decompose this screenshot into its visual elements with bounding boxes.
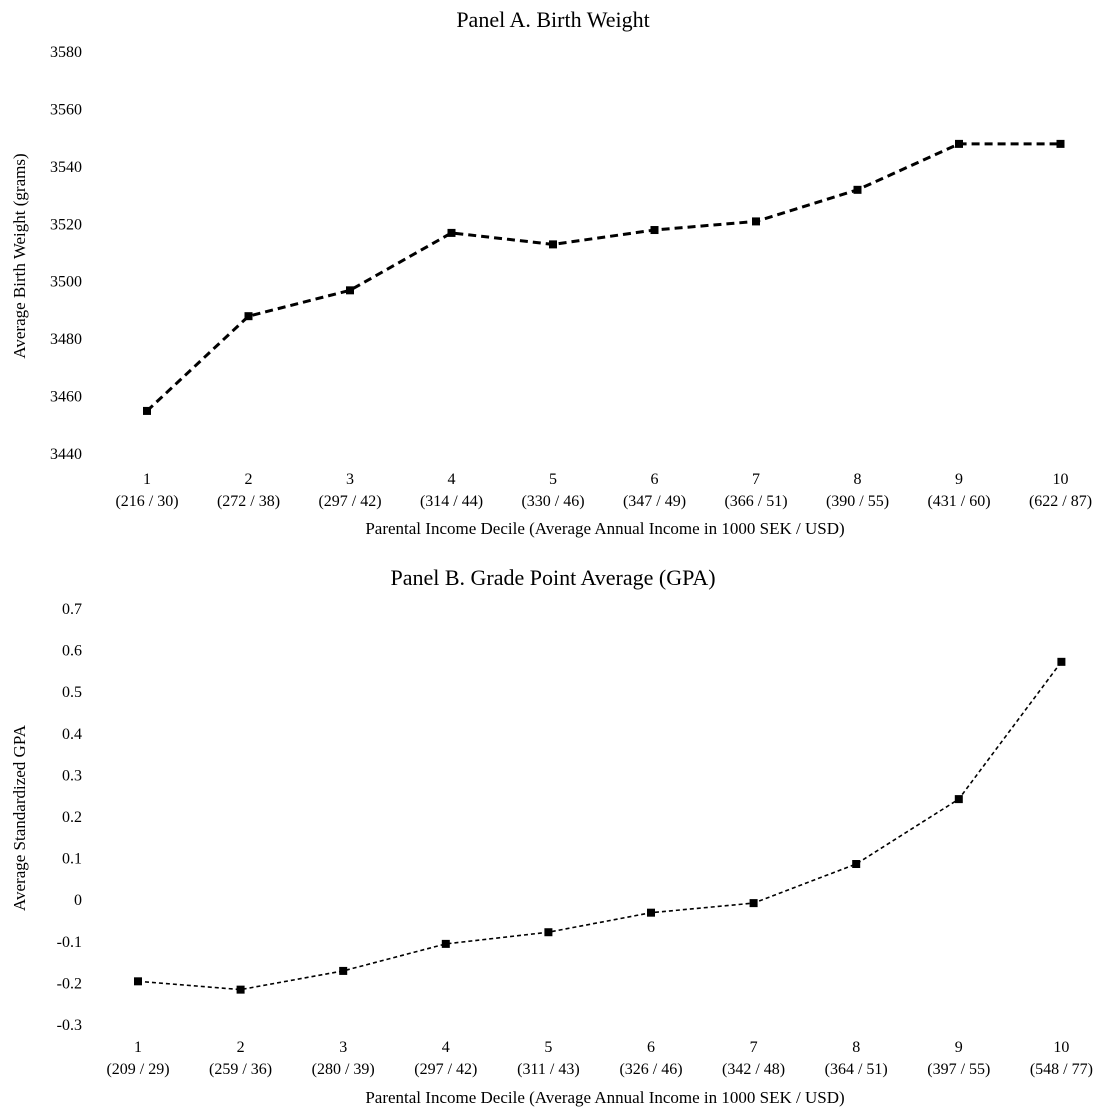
panel-a-series-line: [145, 142, 1061, 412]
panel-a-y-axis-label: Average Birth Weight (grams): [10, 153, 29, 358]
panel-a-data-point: [1056, 139, 1065, 148]
panel-a-x-tick-label: 10: [1053, 471, 1069, 488]
panel-b-y-tick-label: 0.4: [62, 726, 82, 743]
panel-b-x-tick-sublabel: (311 / 43): [517, 1061, 580, 1078]
panel-a-x-tick-sublabel: (216 / 30): [115, 493, 178, 510]
panel-a-x-tick-sublabel: (390 / 55): [826, 493, 889, 510]
panel-b-x-tick-label: 3: [339, 1039, 347, 1056]
panel-b-x-tick-label: 7: [750, 1039, 758, 1056]
panel-b-x-tick-sublabel: (297 / 42): [414, 1061, 477, 1078]
panel-a-data-point: [955, 139, 963, 148]
panel-b-x-tick-sublabel: (209 / 29): [106, 1061, 169, 1078]
panel-a-x-axis-label: Parental Income Decile (Average Annual I…: [365, 519, 844, 538]
panel-a-x-tick-sublabel: (366 / 51): [724, 493, 787, 510]
panel-a-y-tick-label: 3580: [50, 44, 82, 61]
panel-a-y-tick-label: 3440: [50, 446, 82, 463]
panel-b-data-point: [852, 860, 861, 869]
panel-b-x-tick-label: 2: [237, 1039, 245, 1056]
panel-b-x-tick-sublabel: (397 / 55): [927, 1061, 990, 1078]
panel-b: Panel B. Grade Point Average (GPA) Averag…: [10, 565, 1093, 1107]
panel-b-x-tick-sublabel: (342 / 48): [722, 1061, 785, 1078]
panel-a-data-point: [143, 406, 151, 415]
panel-a-x-tick-sublabel: (347 / 49): [623, 493, 686, 510]
panel-a-x-tick-label: 7: [752, 471, 760, 488]
panel-a-data-point: [752, 217, 760, 226]
panel-a-x-tick-label: 3: [346, 471, 354, 488]
panel-b-data-point: [954, 795, 963, 804]
panel-b-x-tick-label: 1: [134, 1039, 142, 1056]
panel-b-data-point: [544, 928, 553, 937]
panel-a-y-tick-label: 3500: [50, 274, 82, 291]
panel-a-y-tick-label: 3560: [50, 101, 82, 118]
panel-a-data-point: [853, 185, 862, 194]
panel-b-x-tick-sublabel: (364 / 51): [825, 1061, 888, 1078]
panel-a-x-tick-sublabel: (622 / 87): [1029, 493, 1092, 510]
panel-a-data-point: [244, 312, 253, 321]
panel-b-title: Panel B. Grade Point Average (GPA): [390, 565, 715, 590]
panel-b-y-tick-label: -0.1: [57, 934, 82, 951]
panel-a-y-tick-label: 3480: [50, 331, 82, 348]
panel-b-data-point: [441, 939, 450, 948]
panel-b-series-line: [137, 661, 1063, 991]
panel-b-data-point: [647, 908, 655, 917]
panel-a-data-point: [346, 286, 354, 295]
panel-b-y-tick-label: 0.2: [62, 809, 82, 826]
panel-a-data-point: [447, 228, 456, 237]
panel-a-y-tick-label: 3540: [50, 159, 82, 176]
panel-a-x-tick-label: 6: [651, 471, 659, 488]
panel-a-x-tick-label: 8: [854, 471, 862, 488]
panel-b-y-tick-label: -0.3: [57, 1017, 82, 1034]
panel-b-x-tick-label: 9: [955, 1039, 963, 1056]
panel-b-x-tick-sublabel: (280 / 39): [312, 1061, 375, 1078]
panel-b-y-tick-label: 0.6: [62, 643, 82, 660]
panel-b-data-point: [134, 977, 142, 986]
panel-a-x-tick-sublabel: (431 / 60): [927, 493, 990, 510]
panel-b-y-tick-label: 0.1: [62, 851, 82, 868]
panel-a-x-tick-label: 4: [448, 471, 456, 488]
panel-b-data-point: [1057, 657, 1066, 666]
panel-a: Panel A. Birth Weight Average Birth Weigh…: [10, 7, 1092, 538]
panel-b-y-tick-label: 0.5: [62, 684, 82, 701]
panel-b-data-point: [236, 985, 245, 994]
panel-b-y-axis-label: Average Standardized GPA: [10, 724, 29, 911]
panel-b-x-tick-label: 5: [544, 1039, 552, 1056]
panel-a-data-point: [549, 240, 557, 249]
panel-a-data-point: [650, 226, 659, 235]
panel-b-data-point: [749, 899, 758, 908]
panel-b-y-tick-label: 0.3: [62, 767, 82, 784]
panel-a-x-tick-sublabel: (272 / 38): [217, 493, 280, 510]
panel-a-x-tick-sublabel: (314 / 44): [420, 493, 483, 510]
panel-b-x-tick-label: 4: [442, 1039, 450, 1056]
panel-a-x-tick-label: 1: [143, 471, 151, 488]
panel-a-x-tick-sublabel: (330 / 46): [521, 493, 584, 510]
panel-a-y-tick-label: 3520: [50, 216, 82, 233]
panel-b-x-tick-label: 6: [647, 1039, 655, 1056]
panel-b-y-tick-label: -0.2: [57, 975, 82, 992]
panel-b-x-axis-label: Parental Income Decile (Average Annual I…: [365, 1088, 844, 1107]
panel-b-x-tick-label: 8: [852, 1039, 860, 1056]
panel-a-x-tick-sublabel: (297 / 42): [318, 493, 381, 510]
panel-b-data-point: [339, 966, 348, 975]
panel-b-y-tick-label: 0.7: [62, 601, 82, 618]
panel-b-x-tick-sublabel: (548 / 77): [1030, 1061, 1093, 1078]
panel-a-x-tick-label: 2: [245, 471, 253, 488]
panel-a-x-tick-label: 5: [549, 471, 557, 488]
panel-a-title: Panel A. Birth Weight: [456, 7, 649, 32]
panel-b-x-tick-label: 10: [1053, 1039, 1069, 1056]
panel-b-y-tick-label: 0: [74, 892, 82, 909]
panel-a-y-tick-label: 3460: [50, 389, 82, 406]
panel-a-x-tick-label: 9: [955, 471, 963, 488]
panel-b-x-tick-sublabel: (259 / 36): [209, 1061, 272, 1078]
panel-b-x-tick-sublabel: (326 / 46): [619, 1061, 682, 1078]
